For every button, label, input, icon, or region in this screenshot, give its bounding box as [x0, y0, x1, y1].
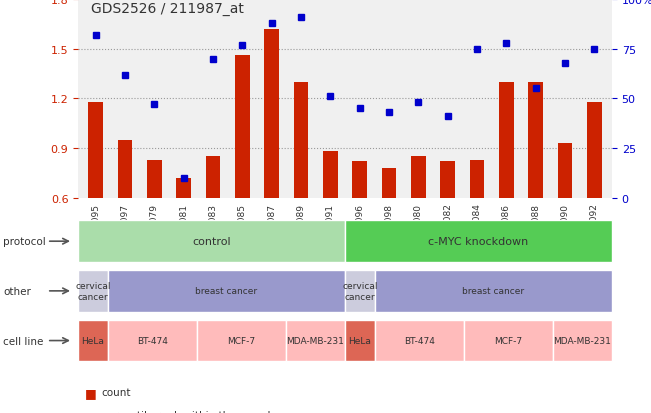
Bar: [206, 157, 221, 297]
Bar: [264, 30, 279, 297]
Text: MDA-MB-231: MDA-MB-231: [553, 336, 611, 345]
Text: control: control: [192, 237, 231, 247]
Bar: [118, 140, 132, 297]
Text: other: other: [3, 286, 31, 296]
Text: ■: ■: [85, 386, 96, 399]
Text: ■: ■: [85, 408, 96, 413]
Text: GDS2526 / 211987_at: GDS2526 / 211987_at: [91, 2, 244, 16]
Bar: [587, 102, 602, 297]
Text: cell line: cell line: [3, 336, 44, 346]
Text: count: count: [101, 387, 130, 397]
Bar: [469, 160, 484, 297]
Text: BT-474: BT-474: [137, 336, 168, 345]
Bar: [558, 144, 572, 297]
Bar: [440, 162, 455, 297]
Bar: [499, 83, 514, 297]
Bar: [323, 152, 338, 297]
Bar: [294, 83, 309, 297]
Bar: [147, 160, 161, 297]
Text: percentile rank within the sample: percentile rank within the sample: [101, 410, 277, 413]
Text: MCF-7: MCF-7: [494, 336, 522, 345]
Text: cervical
cancer: cervical cancer: [76, 282, 111, 301]
Text: breast cancer: breast cancer: [195, 287, 257, 296]
Bar: [176, 178, 191, 297]
Bar: [411, 157, 426, 297]
Text: MDA-MB-231: MDA-MB-231: [286, 336, 344, 345]
Bar: [235, 56, 250, 297]
Text: MCF-7: MCF-7: [227, 336, 255, 345]
Text: c-MYC knockdown: c-MYC knockdown: [428, 237, 529, 247]
Bar: [89, 102, 103, 297]
Bar: [529, 83, 543, 297]
Text: cervical
cancer: cervical cancer: [342, 282, 378, 301]
Text: protocol: protocol: [3, 237, 46, 247]
Text: HeLa: HeLa: [348, 336, 371, 345]
Bar: [381, 169, 396, 297]
Text: BT-474: BT-474: [404, 336, 435, 345]
Text: breast cancer: breast cancer: [462, 287, 524, 296]
Text: HeLa: HeLa: [81, 336, 104, 345]
Bar: [352, 162, 367, 297]
